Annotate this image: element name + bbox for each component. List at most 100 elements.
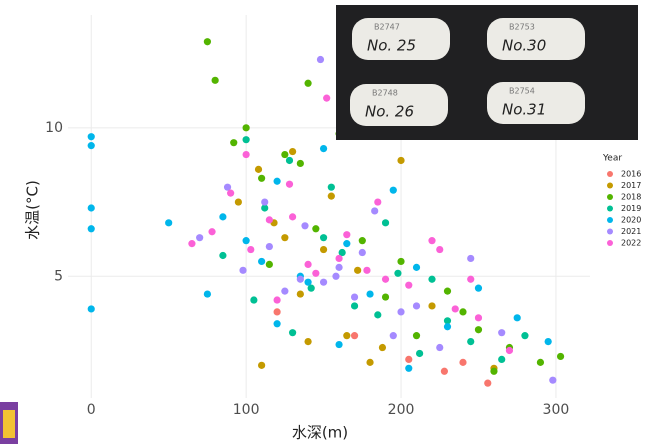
point xyxy=(412,332,421,340)
photo: B2747 No. 25 B2753 No.30 B2748 No. 26 B2754 No.… xyxy=(336,5,638,140)
point xyxy=(208,228,216,236)
point xyxy=(87,142,95,150)
legend-marker xyxy=(607,217,613,223)
point xyxy=(87,225,95,233)
point xyxy=(265,242,273,251)
legend-label: 2016 xyxy=(621,170,641,179)
point xyxy=(363,266,371,274)
point xyxy=(87,133,95,141)
point xyxy=(405,364,413,372)
point xyxy=(343,231,351,239)
point xyxy=(234,198,242,206)
capsule xyxy=(350,84,448,126)
point xyxy=(474,314,483,322)
point xyxy=(498,329,506,337)
icon xyxy=(0,402,18,444)
point xyxy=(265,216,273,224)
point xyxy=(358,237,366,245)
point xyxy=(394,269,402,277)
point xyxy=(203,290,212,298)
point xyxy=(258,361,266,369)
point xyxy=(443,287,452,295)
point xyxy=(544,337,552,346)
legend-marker xyxy=(607,171,613,177)
capsule-code: B2747 xyxy=(374,23,400,32)
legend-marker xyxy=(607,205,613,212)
point xyxy=(281,234,289,242)
legend-label: 2019 xyxy=(621,204,641,213)
point xyxy=(242,150,250,159)
point xyxy=(549,376,557,384)
point xyxy=(296,290,304,298)
point xyxy=(239,266,247,274)
point xyxy=(332,272,340,280)
capsule xyxy=(487,82,585,124)
point xyxy=(490,367,498,375)
point xyxy=(87,204,95,212)
point xyxy=(343,240,351,248)
point xyxy=(304,278,312,286)
point xyxy=(459,308,467,316)
point xyxy=(374,198,382,206)
point xyxy=(316,55,325,64)
point xyxy=(389,186,397,194)
point xyxy=(312,269,320,277)
legend-label: 2017 xyxy=(621,181,641,190)
point xyxy=(265,260,273,268)
point xyxy=(223,183,232,191)
point xyxy=(484,379,492,387)
point xyxy=(354,266,362,274)
point xyxy=(335,254,343,263)
y-axis-label: 水温(°C) xyxy=(24,180,42,240)
legend-marker xyxy=(607,240,613,246)
point xyxy=(258,257,266,266)
y-tick-label: 10 xyxy=(45,120,63,136)
point xyxy=(343,332,351,340)
point xyxy=(327,192,335,200)
legend-label: 2021 xyxy=(621,227,641,236)
point xyxy=(261,204,269,212)
point xyxy=(273,308,281,316)
point xyxy=(227,189,235,197)
point xyxy=(428,237,436,245)
point xyxy=(319,245,328,254)
x-tick-label: 0 xyxy=(87,402,96,418)
point xyxy=(273,320,281,328)
point xyxy=(288,213,297,221)
point xyxy=(281,287,289,295)
capsule-code: B2754 xyxy=(509,87,535,96)
point xyxy=(250,296,258,304)
point xyxy=(350,332,359,340)
point xyxy=(323,94,331,102)
point xyxy=(258,174,266,182)
point xyxy=(381,219,390,227)
point xyxy=(285,156,294,165)
point xyxy=(307,284,315,292)
x-tick-label: 100 xyxy=(233,402,260,418)
point xyxy=(196,234,204,242)
point xyxy=(397,257,405,266)
x-tick-label: 200 xyxy=(388,402,415,418)
capsule-number: No. 25 xyxy=(367,37,416,55)
point xyxy=(304,260,312,268)
point xyxy=(521,332,529,340)
point xyxy=(203,38,212,46)
capsule-number: No. 26 xyxy=(365,103,414,121)
point xyxy=(443,317,452,325)
legend-title: Year xyxy=(602,154,622,164)
point xyxy=(296,159,304,168)
point xyxy=(165,219,173,227)
point xyxy=(242,124,250,132)
point xyxy=(273,296,281,304)
point xyxy=(312,225,320,233)
capsule-code: B2753 xyxy=(509,23,535,32)
point xyxy=(327,183,335,191)
point xyxy=(405,281,413,289)
point xyxy=(247,245,255,254)
point xyxy=(389,332,397,340)
legend-label: 2022 xyxy=(621,239,641,248)
point xyxy=(467,254,475,263)
point xyxy=(381,275,390,283)
point xyxy=(459,358,467,366)
